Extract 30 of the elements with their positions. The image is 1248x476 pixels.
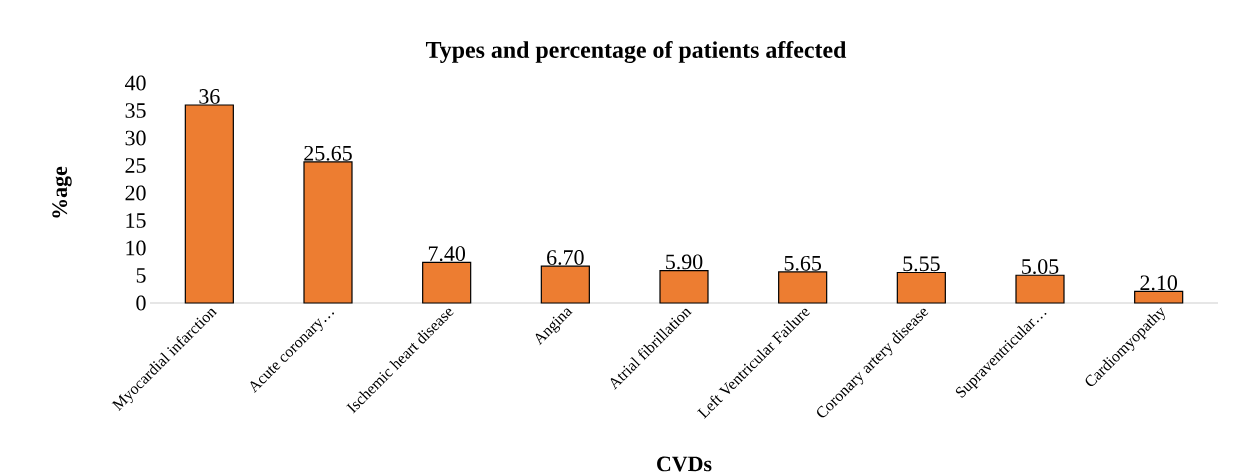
y-tick-label: 40 — [124, 75, 146, 91]
data-label: 5.65 — [784, 255, 821, 271]
y-tick-label: 5 — [136, 268, 146, 283]
data-label: 5.55 — [903, 256, 940, 272]
y-tick-label: 30 — [125, 130, 146, 146]
bar — [896, 271, 946, 304]
bar — [303, 161, 353, 304]
y-tick-label: 25 — [125, 158, 146, 173]
y-axis-title: %age — [52, 166, 72, 218]
x-axis-title: CVDs — [657, 456, 712, 472]
data-label: 5.90 — [666, 254, 703, 270]
bar — [1134, 290, 1184, 304]
data-label: 6.70 — [547, 250, 584, 265]
chart-title: Types and percentage of patients affected — [425, 40, 847, 64]
bar — [184, 104, 234, 304]
y-tick-label: 10 — [126, 240, 146, 256]
data-label: 5.05 — [1022, 259, 1059, 275]
bar — [422, 261, 472, 304]
data-label: 7.40 — [428, 246, 466, 262]
bar — [659, 269, 709, 304]
data-label: 36 — [199, 89, 220, 104]
data-label: 2.10 — [1140, 275, 1178, 291]
bar — [778, 271, 828, 304]
bar — [540, 265, 590, 304]
y-tick-label: 15 — [126, 213, 146, 228]
y-tick-label: 20 — [125, 185, 146, 201]
y-tick-label: 35 — [125, 103, 146, 118]
data-label: 25.65 — [304, 145, 352, 161]
y-tick-label: 0 — [136, 295, 146, 311]
bar — [1015, 274, 1065, 304]
